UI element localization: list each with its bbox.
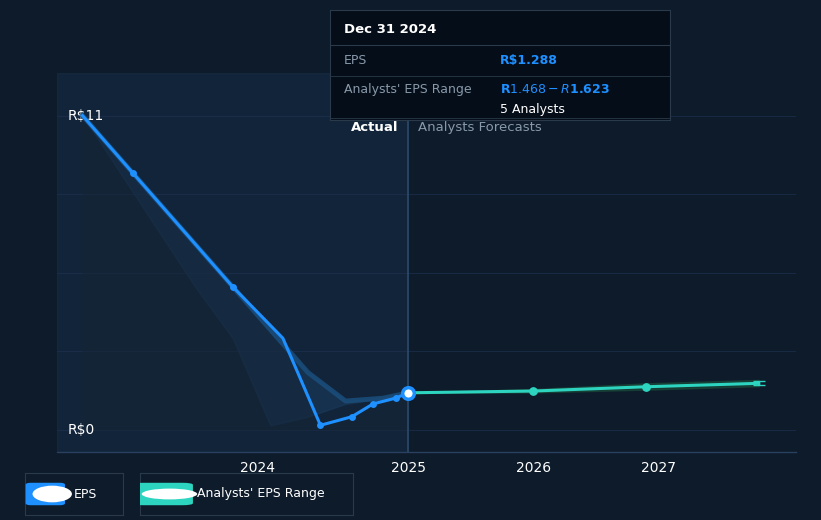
- Point: [366, 400, 379, 408]
- Point: [227, 283, 240, 291]
- Text: R$11: R$11: [67, 109, 103, 123]
- Point: [527, 387, 540, 395]
- Text: R$1.468 - R$1.623: R$1.468 - R$1.623: [500, 83, 610, 96]
- Text: Actual: Actual: [351, 121, 398, 134]
- Text: EPS: EPS: [344, 54, 367, 67]
- FancyBboxPatch shape: [25, 483, 65, 505]
- Circle shape: [33, 486, 72, 502]
- Text: R$0: R$0: [67, 423, 94, 437]
- Text: R$1.288: R$1.288: [500, 54, 558, 67]
- Text: 5 Analysts: 5 Analysts: [500, 102, 565, 115]
- Circle shape: [142, 489, 197, 499]
- Text: Analysts' EPS Range: Analysts' EPS Range: [344, 83, 471, 96]
- FancyBboxPatch shape: [133, 483, 193, 505]
- Point: [401, 389, 415, 397]
- Bar: [57, 73, 408, 452]
- Point: [389, 394, 402, 402]
- Text: Dec 31 2024: Dec 31 2024: [344, 23, 436, 36]
- Text: Analysts Forecasts: Analysts Forecasts: [418, 121, 542, 134]
- Point: [640, 383, 653, 391]
- Text: Analysts' EPS Range: Analysts' EPS Range: [197, 488, 325, 500]
- Point: [314, 421, 327, 430]
- Text: EPS: EPS: [74, 488, 97, 500]
- Point: [345, 412, 358, 421]
- Point: [126, 168, 140, 177]
